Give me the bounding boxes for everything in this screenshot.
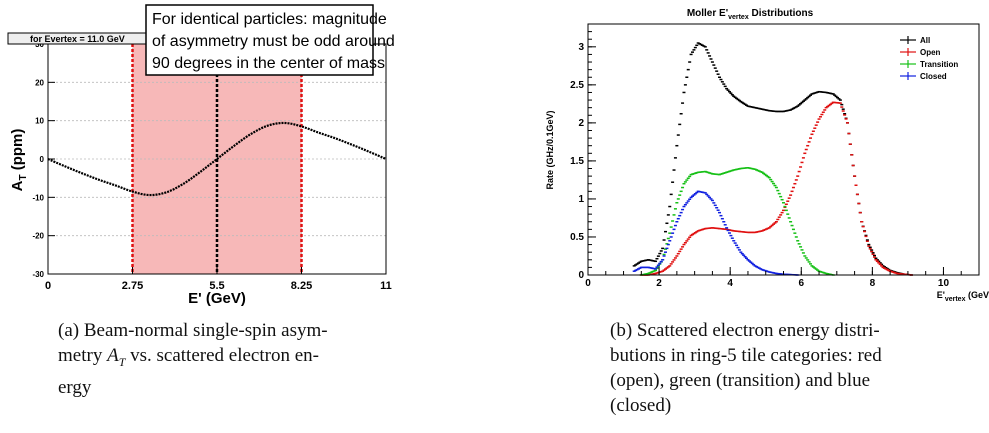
y-axis-label: Rate (GHz/0.1GeV) <box>545 110 555 189</box>
x-tick-label: 2 <box>656 278 662 289</box>
chart-b-title: Moller E'vertex Distributions <box>687 8 814 21</box>
series-transition <box>639 167 835 276</box>
y-tick-label: 20 <box>35 78 44 87</box>
x-tick-label: 0 <box>585 278 591 289</box>
x-tick-label: 8.25 <box>291 280 312 292</box>
caption-a: (a) Beam-normal single-spin asym- metry … <box>58 320 328 398</box>
x-tick-label: 5.5 <box>209 280 224 292</box>
y-tick-label: -20 <box>32 232 44 241</box>
series-all <box>632 42 913 276</box>
energy-distribution-chart: Moller E'vertex Distributions 0 2 4 6 8 10 0 0.… <box>545 8 989 303</box>
series-closed <box>632 190 800 276</box>
y-tick-label: 0 <box>578 270 584 281</box>
x-tick-label: 8 <box>870 278 876 289</box>
legend-label: All <box>920 36 930 45</box>
x-tick-label: 10 <box>938 278 950 289</box>
annotation-line-2: of asymmetry must be odd around <box>152 33 395 50</box>
series-open <box>639 101 913 276</box>
y-tick-label: -10 <box>32 193 44 202</box>
subtitle-box: for Evertex = 11.0 GeV <box>7 32 151 45</box>
x-axis-label: E' (GeV) <box>188 290 246 307</box>
caption-b: (b) Scattered electron energy distri- bu… <box>610 320 882 416</box>
subtitle-box-text: for Evertex = 11.0 GeV <box>30 34 125 44</box>
x-tick-label: 11 <box>380 280 392 292</box>
y-tick-label: 0.5 <box>570 232 584 243</box>
y-tick-label: 1 <box>578 194 584 205</box>
annotation-line-1: For identical particles: magnitude <box>152 11 387 28</box>
y-tick-label: 2.5 <box>570 80 584 91</box>
legend: All Open Transition Closed <box>900 36 958 81</box>
y-axis-label: AT (ppm) <box>9 129 29 192</box>
x-tick-label: 2.75 <box>122 280 143 292</box>
y-tick-label: -30 <box>32 270 44 279</box>
legend-label: Transition <box>920 60 958 69</box>
x-tick-label: 0 <box>45 280 51 292</box>
y-tick-label: 2 <box>578 118 584 129</box>
annotation-line-3: 90 degrees in the center of mass <box>152 55 385 72</box>
legend-label: Closed <box>920 72 947 81</box>
x-tick-label: 4 <box>727 278 733 289</box>
y-tick-label: 10 <box>35 117 44 126</box>
legend-label: Open <box>920 48 941 57</box>
x-axis-label: E'vertex (GeV) <box>937 290 989 303</box>
annotation-box: For identical particles: magnitude of as… <box>145 4 395 76</box>
y-tick-label: 1.5 <box>570 156 584 167</box>
x-tick-label: 6 <box>798 278 804 289</box>
y-tick-label: 0 <box>40 155 45 164</box>
y-tick-label: 3 <box>578 42 584 53</box>
